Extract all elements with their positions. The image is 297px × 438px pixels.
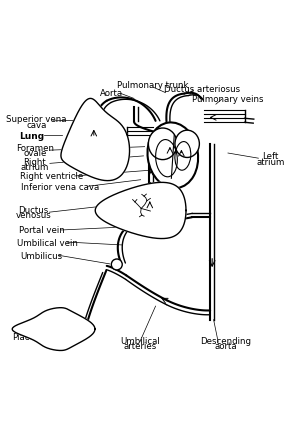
Text: Umbilical: Umbilical [120, 336, 160, 345]
Text: atrium: atrium [21, 162, 49, 171]
Ellipse shape [111, 259, 122, 270]
Text: Portal vein: Portal vein [19, 226, 65, 235]
Text: Ductus arteriosus: Ductus arteriosus [164, 85, 240, 94]
Text: Superior vena: Superior vena [6, 115, 67, 124]
Text: Pulmonary trunk: Pulmonary trunk [117, 81, 188, 90]
Ellipse shape [175, 131, 199, 158]
Polygon shape [61, 99, 129, 181]
Polygon shape [95, 183, 186, 239]
Text: venosus: venosus [16, 211, 51, 219]
Text: cava: cava [26, 120, 47, 130]
Text: Pulmonary veins: Pulmonary veins [192, 95, 263, 104]
Text: Left: Left [262, 152, 279, 161]
Text: Aorta: Aorta [99, 89, 123, 98]
Text: Ductus: Ductus [18, 205, 49, 214]
Text: Inferior vena cava: Inferior vena cava [21, 182, 99, 191]
Polygon shape [12, 308, 95, 351]
Text: Foramen: Foramen [16, 143, 54, 152]
Text: ovale: ovale [23, 148, 47, 158]
Text: Placenta: Placenta [12, 332, 49, 341]
Text: atrium: atrium [256, 157, 285, 166]
Ellipse shape [148, 129, 177, 160]
Text: Lung: Lung [20, 131, 45, 141]
Ellipse shape [148, 123, 198, 189]
Text: Right: Right [23, 157, 46, 166]
Text: Right ventricle: Right ventricle [20, 172, 83, 181]
Text: Umbilicus: Umbilicus [20, 251, 62, 260]
Text: Umbilical vein: Umbilical vein [17, 238, 78, 247]
Text: Descending: Descending [200, 336, 252, 345]
Text: arteries: arteries [123, 341, 157, 350]
Text: aorta: aorta [215, 341, 237, 350]
